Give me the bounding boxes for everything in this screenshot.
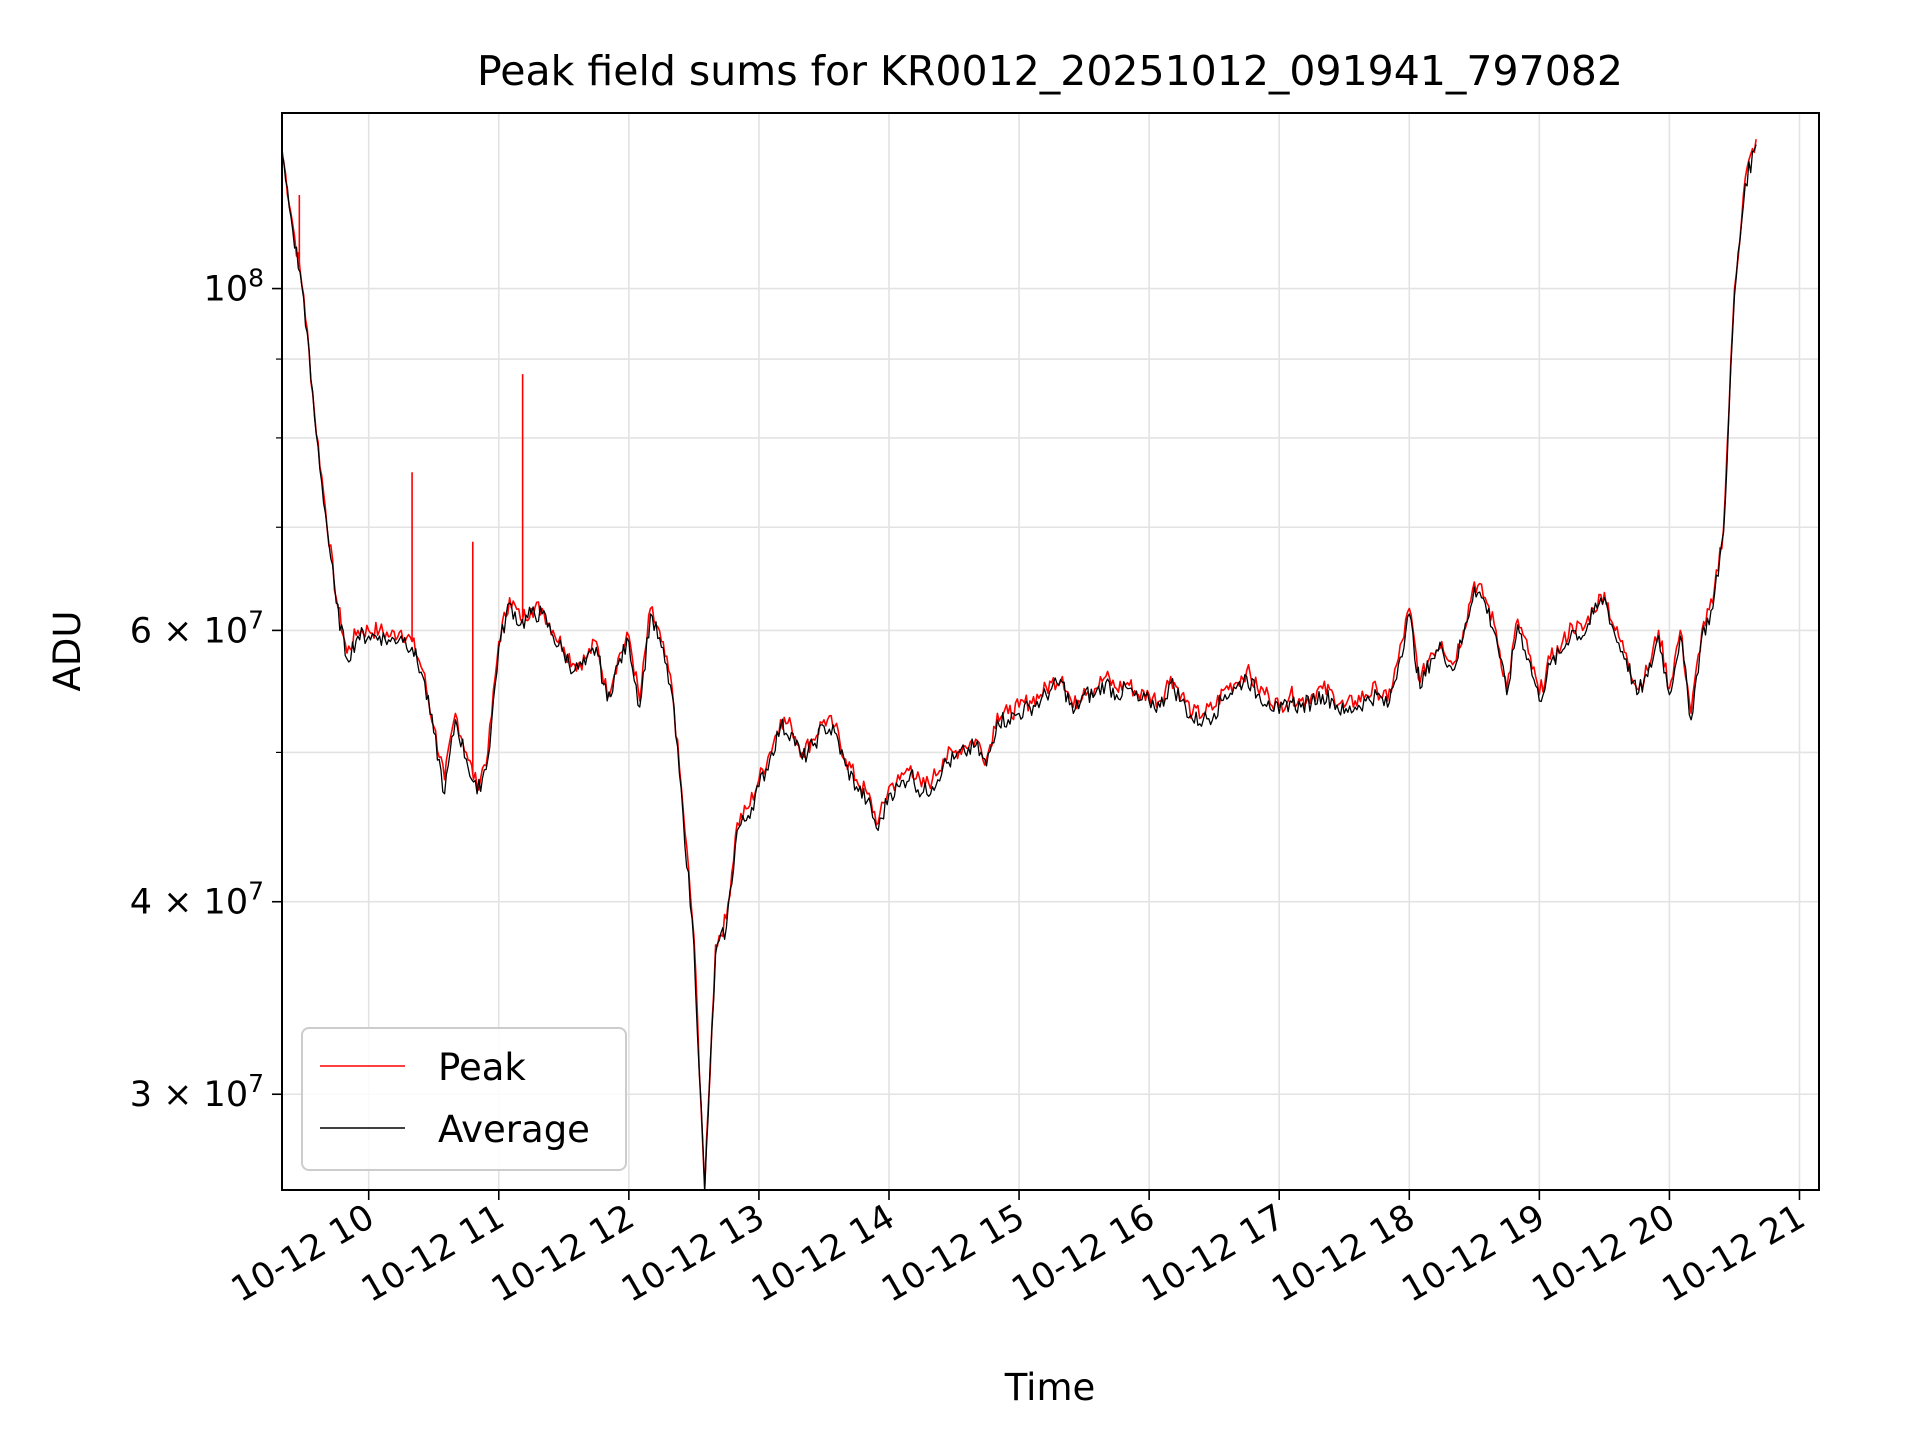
x-axis-label: Time xyxy=(1004,1366,1096,1409)
y-tick-label: 108 xyxy=(204,264,264,310)
legend-peak-label: Peak xyxy=(438,1046,526,1089)
legend-box xyxy=(301,1027,627,1171)
grid xyxy=(282,113,1819,1190)
plot-lines xyxy=(281,139,1757,1191)
y-axis-label: ADU xyxy=(46,611,89,692)
legend: Peak Average xyxy=(301,1027,627,1171)
average-series-line xyxy=(281,144,1757,1191)
plot-frame xyxy=(281,112,1820,1191)
y-tick-label: 3 × 107 xyxy=(130,1069,264,1115)
chart-title: Peak field sums for KR0012_20251012_0919… xyxy=(477,47,1623,95)
legend-average-label: Average xyxy=(438,1108,590,1151)
y-axis: 3 × 107 4 × 107 6 × 107 108 xyxy=(130,264,282,1115)
y-tick-label: 4 × 107 xyxy=(130,877,264,923)
y-tick-label: 6 × 107 xyxy=(130,605,264,651)
